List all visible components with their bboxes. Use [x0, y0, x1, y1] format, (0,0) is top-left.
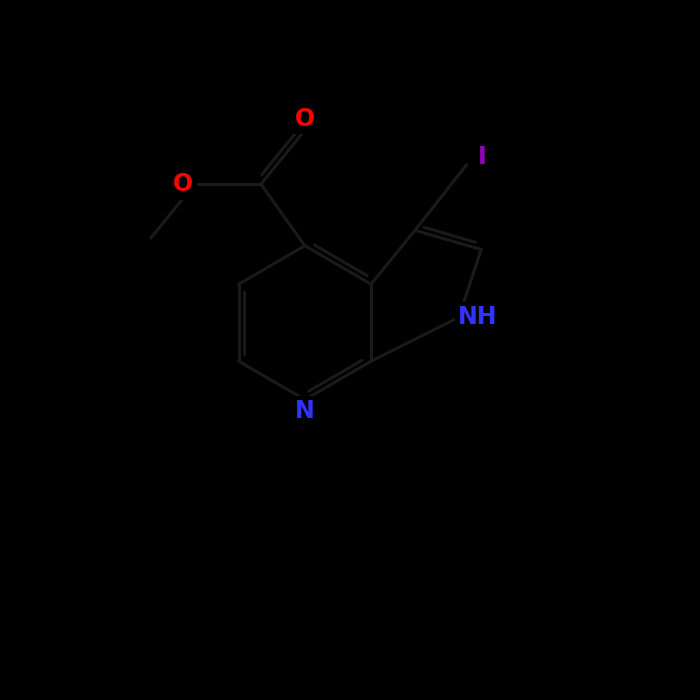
Text: N: N [295, 399, 315, 423]
Text: I: I [477, 145, 486, 169]
Text: O: O [173, 172, 193, 196]
Text: O: O [295, 106, 315, 131]
Text: NH: NH [458, 305, 498, 329]
